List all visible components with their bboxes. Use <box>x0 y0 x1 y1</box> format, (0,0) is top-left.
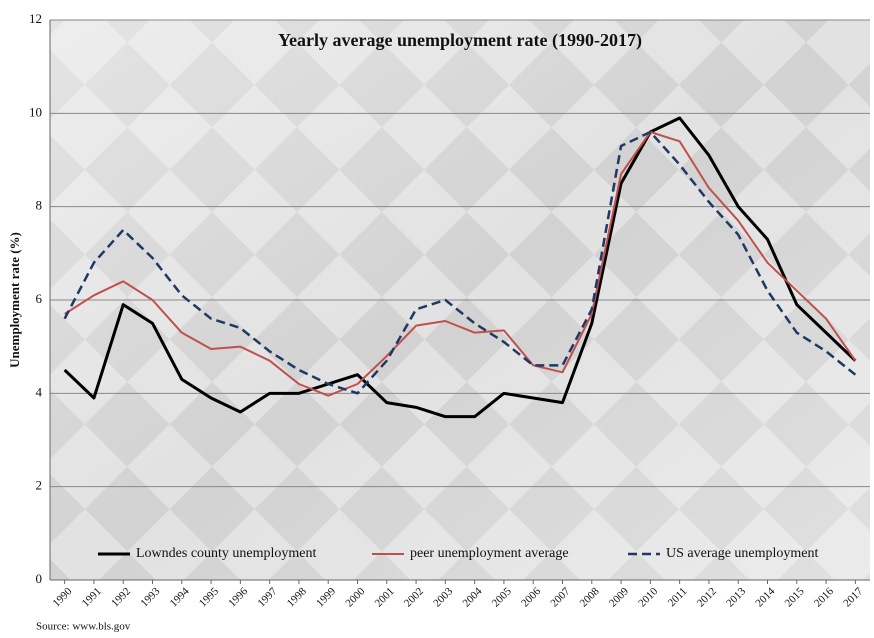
x-tick-label: 1991 <box>80 585 104 609</box>
x-tick-label: 2010 <box>636 585 660 609</box>
x-tick-label: 2012 <box>695 585 719 609</box>
legend-label: peer unemployment average <box>410 546 569 561</box>
source-note: Source: www.bls.gov <box>36 621 131 633</box>
x-tick-label: 2001 <box>373 585 397 609</box>
x-tick-label: 1996 <box>226 585 250 609</box>
x-tick-label: 1990 <box>51 585 75 609</box>
y-axis-label: Unemployment rate (%) <box>7 232 22 368</box>
x-tick-label: 1994 <box>168 585 192 609</box>
y-tick-label: 12 <box>29 11 42 26</box>
x-tick-label: 2011 <box>666 585 690 609</box>
x-tick-label: 1999 <box>314 585 338 609</box>
x-tick-label: 1993 <box>138 585 162 609</box>
x-tick-label: 2006 <box>519 585 543 609</box>
x-tick-label: 1997 <box>256 585 280 609</box>
y-tick-label: 8 <box>36 198 43 213</box>
y-tick-label: 6 <box>36 291 43 306</box>
x-tick-label: 2007 <box>548 585 572 609</box>
x-tick-label: 1992 <box>109 585 133 609</box>
chart-title: Yearly average unemployment rate (1990-2… <box>278 30 642 51</box>
x-tick-label: 2003 <box>431 585 455 609</box>
x-tick-label: 2000 <box>343 585 367 609</box>
x-tick-label: 1995 <box>197 585 221 609</box>
x-tick-label: 2008 <box>578 585 602 609</box>
x-tick-label: 2002 <box>402 585 426 609</box>
y-tick-label: 0 <box>36 571 43 586</box>
y-tick-label: 2 <box>36 478 43 493</box>
x-tick-label: 2004 <box>461 585 485 609</box>
legend-label: US average unemployment <box>666 546 819 561</box>
x-tick-label: 2016 <box>812 585 836 609</box>
y-tick-label: 10 <box>29 104 42 119</box>
x-tick-label: 2017 <box>841 585 865 609</box>
x-tick-label: 2014 <box>753 585 777 609</box>
x-tick-label: 2013 <box>724 585 748 609</box>
page: Yearly average unemployment rate (1990-2… <box>0 0 874 638</box>
chart: Yearly average unemployment rate (1990-2… <box>0 0 874 638</box>
x-tick-label: 2005 <box>490 585 514 609</box>
x-tick-label: 2015 <box>783 585 807 609</box>
x-tick-label: 2009 <box>607 585 631 609</box>
y-tick-label: 4 <box>36 384 43 399</box>
legend-label: Lowndes county unemployment <box>136 546 317 561</box>
x-tick-label: 1998 <box>285 585 309 609</box>
